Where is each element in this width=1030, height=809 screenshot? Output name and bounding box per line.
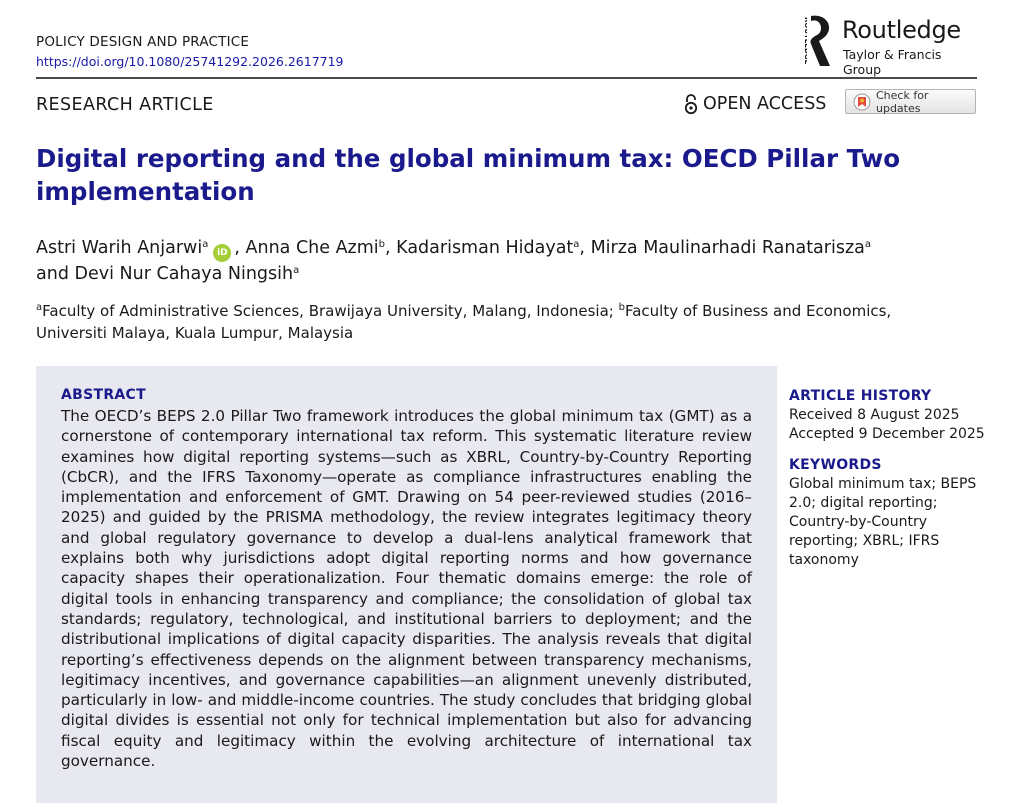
article-title: Digital reporting and the global minimum… xyxy=(36,144,901,206)
affiliation-text: Faculty of Business and Economics, Unive… xyxy=(36,302,892,342)
check-for-updates-button[interactable]: Check for updates xyxy=(845,88,976,115)
author-name[interactable]: Anna Che Azmi xyxy=(245,238,379,258)
article-history: ARTICLE HISTORY Received 8 August 2025 A… xyxy=(789,387,989,444)
open-access-label: OPEN ACCESS xyxy=(703,94,827,114)
affiliations: aFaculty of Administrative Sciences, Bra… xyxy=(36,300,966,344)
affiliation-sup: b xyxy=(618,302,625,313)
publisher-logo[interactable]: ROUTLEDGE Routledge Taylor & Francis Gro… xyxy=(797,14,982,77)
author-conjunction: and xyxy=(36,264,69,284)
received-date: Received 8 August 2025 xyxy=(789,407,960,423)
author-affil-sup: b xyxy=(378,239,386,250)
keywords-heading: KEYWORDS xyxy=(789,457,882,473)
author-name[interactable]: Astri Warih Anjarwi xyxy=(36,238,203,258)
author-affil-sup: a xyxy=(864,239,872,250)
publisher-name: Routledge xyxy=(842,16,961,44)
abstract-panel: ABSTRACT The OECD’s BEPS 2.0 Pillar Two … xyxy=(36,366,777,803)
author-affil-sup: a xyxy=(573,239,580,250)
journal-header: POLICY DESIGN AND PRACTICE https://doi.o… xyxy=(36,33,344,71)
crossmark-icon xyxy=(853,93,871,110)
article-history-heading: ARTICLE HISTORY xyxy=(789,388,932,404)
affiliation-sup: a xyxy=(36,302,43,313)
abstract-text: The OECD’s BEPS 2.0 Pillar Two framework… xyxy=(61,407,752,771)
open-access-badge: OPEN ACCESS xyxy=(683,93,826,115)
affiliation-text: Faculty of Administrative Sciences, Braw… xyxy=(42,302,614,320)
author-name[interactable]: Kadarisman Hidayat xyxy=(396,238,574,258)
orcid-icon[interactable]: iD xyxy=(213,244,232,262)
routledge-vertical-wordmark: ROUTLEDGE xyxy=(803,17,807,65)
author-affil-sup: a xyxy=(202,239,209,250)
keywords-section: KEYWORDS Global minimum tax; BEPS 2.0; d… xyxy=(789,456,979,570)
svg-text:ROUTLEDGE: ROUTLEDGE xyxy=(803,17,807,65)
keywords-list: Global minimum tax; BEPS 2.0; digital re… xyxy=(789,476,977,568)
abstract-heading: ABSTRACT xyxy=(61,387,146,403)
doi-link[interactable]: https://doi.org/10.1080/25741292.2026.26… xyxy=(36,54,344,69)
routledge-head-icon xyxy=(810,15,830,66)
author-affil-sup: a xyxy=(293,265,300,276)
article-type: RESEARCH ARTICLE xyxy=(36,95,214,115)
accepted-date: Accepted 9 December 2025 xyxy=(789,426,985,442)
author-name[interactable]: Mirza Maulinarhadi Ranatarisza xyxy=(590,238,865,258)
check-for-updates-label: Check for updates xyxy=(876,88,929,115)
publisher-group: Taylor & Francis Group xyxy=(843,47,942,77)
header-divider xyxy=(36,77,977,79)
open-access-lock-icon xyxy=(684,94,698,115)
author-name[interactable]: Devi Nur Cahaya Ningsih xyxy=(74,264,294,284)
journal-name: POLICY DESIGN AND PRACTICE xyxy=(36,34,250,50)
author-list: Astri Warih AnjarwiaiD, Anna Che Azmib, … xyxy=(36,238,872,284)
